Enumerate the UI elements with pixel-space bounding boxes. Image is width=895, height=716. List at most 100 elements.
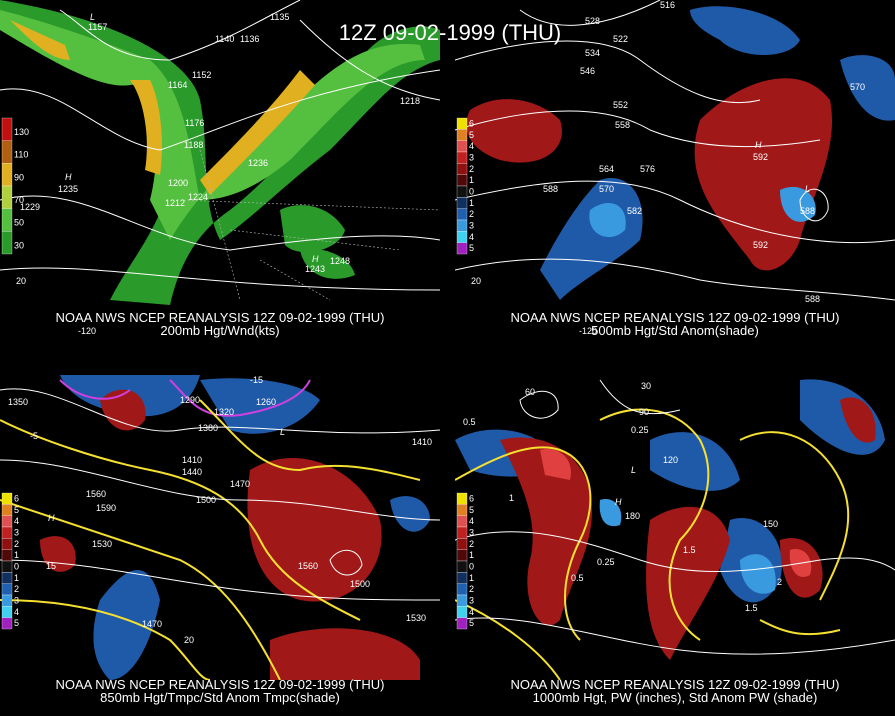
panel-caption: NOAA NWS NCEP REANALYSIS 12Z 09-02-1999 … xyxy=(56,310,385,325)
legend-swatch xyxy=(1,515,13,528)
legend-label: 3 xyxy=(469,221,474,231)
contour-label: 1290 xyxy=(180,395,200,405)
panel-caption: NOAA NWS NCEP REANALYSIS 12Z 09-02-1999 … xyxy=(56,677,385,692)
legend-swatch xyxy=(456,140,468,153)
legend-label: 90 xyxy=(14,172,24,182)
legend-label: 5 xyxy=(469,130,474,140)
contour-label: 1236 xyxy=(248,158,268,168)
legend-swatch xyxy=(456,617,468,630)
contour-label: 30 xyxy=(641,381,651,391)
contour-label: 1470 xyxy=(230,479,250,489)
contour-label: 60 xyxy=(525,387,535,397)
legend-label: 2 xyxy=(14,584,19,594)
legend-label: 5 xyxy=(469,618,474,628)
contour-label: 1140 xyxy=(215,34,234,44)
legend-swatch xyxy=(456,129,468,141)
legend-swatch xyxy=(456,492,468,505)
contour-label: 558 xyxy=(615,120,630,130)
legend-swatch xyxy=(456,208,468,221)
contour-label: 1320 xyxy=(214,407,234,417)
legend-swatch xyxy=(456,583,468,596)
legend-swatch xyxy=(1,594,13,607)
contour-label: L xyxy=(280,427,285,437)
contour-label: 1152 xyxy=(192,70,211,80)
contour-label: 592 xyxy=(753,152,768,162)
panel-caption: 500mb Hgt/Std Anom(shade) xyxy=(591,323,759,338)
legend-label: 1 xyxy=(469,550,474,560)
contour-label: 570 xyxy=(850,82,865,92)
annotations: NOAA NWS NCEP REANALYSIS 12Z 09-02-1999 … xyxy=(1,0,865,705)
contour-label: 1176 xyxy=(185,118,204,128)
legend-label: 50 xyxy=(14,218,24,228)
contour-label: 1136 xyxy=(240,34,259,44)
legend-swatch xyxy=(456,606,468,618)
contour-label: 1560 xyxy=(298,561,318,571)
contour-label: 1560 xyxy=(86,489,106,499)
legend-label: 4 xyxy=(14,607,19,617)
legend-swatch xyxy=(1,538,13,550)
contour-label: 552 xyxy=(613,100,628,110)
contour-label: H xyxy=(65,172,72,182)
legend-label: 70 xyxy=(14,195,24,205)
legend-swatch xyxy=(1,504,13,516)
legend-label: 5 xyxy=(469,243,474,253)
contour-label: 534 xyxy=(585,48,600,58)
panel-caption: NOAA NWS NCEP REANALYSIS 12Z 09-02-1999 … xyxy=(511,310,840,325)
legend-swatch xyxy=(456,117,468,130)
legend-swatch xyxy=(456,538,468,550)
legend-swatch xyxy=(456,197,468,209)
legend-label: 1 xyxy=(14,573,19,583)
legend-label: 6 xyxy=(469,494,474,504)
legend-swatch xyxy=(456,594,468,607)
legend-label: 0 xyxy=(469,187,474,197)
contour-label: 90 xyxy=(639,407,649,417)
contour-label: 588 xyxy=(543,184,558,194)
contour-label: 1410 xyxy=(182,455,202,465)
contour-label: 15 xyxy=(46,561,56,571)
contour-label: 564 xyxy=(599,164,614,174)
contour-label: L xyxy=(631,465,636,475)
legend-label: 130 xyxy=(14,127,29,137)
legend-swatch xyxy=(456,231,468,243)
contour-label: 570 xyxy=(599,184,614,194)
legend-swatch xyxy=(1,617,13,630)
legend-label: 1 xyxy=(469,573,474,583)
contour-label: H xyxy=(48,513,55,523)
contour-label: 1135 xyxy=(270,12,289,22)
legend-label: 4 xyxy=(469,232,474,242)
contour-label: 0.25 xyxy=(597,557,615,567)
legend-swatch xyxy=(456,185,468,198)
main-title: 12Z 09-02-1999 (THU) xyxy=(339,20,562,45)
legend-label: 1 xyxy=(469,198,474,208)
legend-swatch xyxy=(1,583,13,596)
contour-label: 1500 xyxy=(350,579,370,589)
contour-label: 1470 xyxy=(142,619,162,629)
legend-label: 30 xyxy=(14,240,24,250)
contour-label: 20 xyxy=(16,276,26,286)
map-850mb xyxy=(0,375,440,680)
legend-swatch xyxy=(456,163,468,175)
contour-label: 576 xyxy=(640,164,655,174)
contour-label: 1530 xyxy=(406,613,426,623)
contour-label: 592 xyxy=(753,240,768,250)
panel-caption: NOAA NWS NCEP REANALYSIS 12Z 09-02-1999 … xyxy=(511,677,840,692)
legend-swatch xyxy=(1,185,13,209)
contour-label: 1500 xyxy=(196,495,216,505)
legend-label: 4 xyxy=(469,607,474,617)
contour-label: 1212 xyxy=(165,198,185,208)
legend-swatch xyxy=(1,231,13,255)
legend-swatch xyxy=(456,560,468,573)
legend-swatch xyxy=(456,219,468,232)
legend-label: 5 xyxy=(14,618,19,628)
legend-label: 1 xyxy=(469,175,474,185)
legend-label: 2 xyxy=(14,539,19,549)
legend-label: 3 xyxy=(469,528,474,538)
legend-swatch xyxy=(456,242,468,255)
legend-label: 0 xyxy=(469,562,474,572)
legend-label: 3 xyxy=(469,596,474,606)
legend-label: 1 xyxy=(14,550,19,560)
contour-label: H xyxy=(755,140,762,150)
contour-label: 180 xyxy=(625,511,640,521)
contour-label: 1243 xyxy=(305,264,325,274)
contour-label: 1350 xyxy=(8,397,28,407)
